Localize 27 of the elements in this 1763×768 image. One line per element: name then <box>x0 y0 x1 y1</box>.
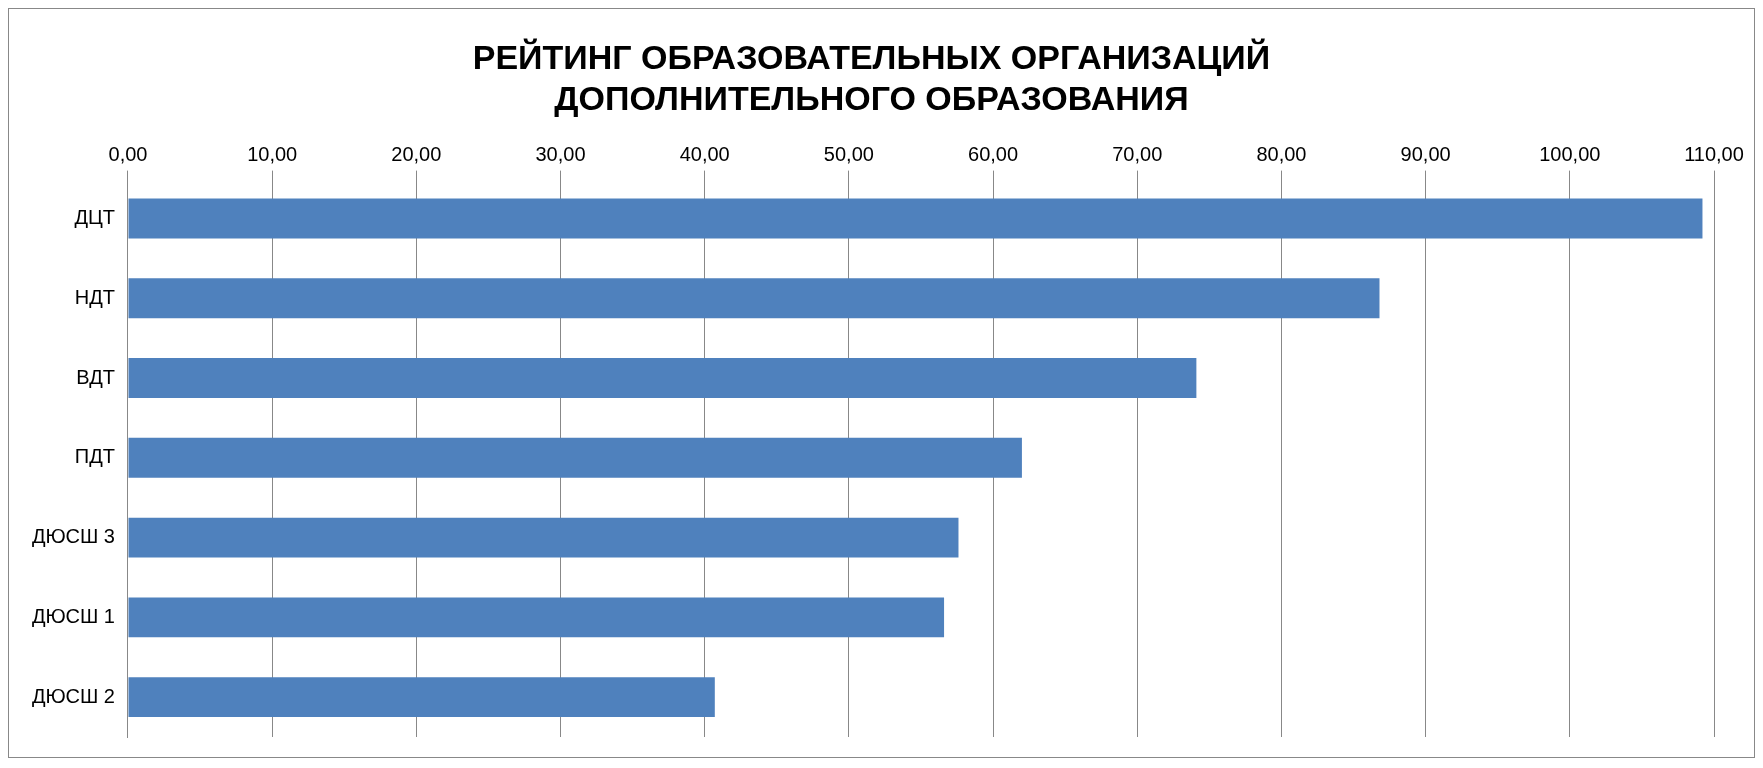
x-tick-label: 0,00 <box>108 143 148 166</box>
bar <box>128 278 1380 319</box>
bar <box>128 677 715 718</box>
x-tick-label: 60,00 <box>968 143 1019 166</box>
x-tick-label: 70,00 <box>1112 143 1163 166</box>
y-tick-label: ДЦТ <box>74 206 115 228</box>
x-tick-label: 40,00 <box>679 143 730 166</box>
x-tick-label: 10,00 <box>247 143 298 166</box>
bar <box>128 597 945 638</box>
y-tick-label: ВДТ <box>76 365 115 388</box>
x-tick-label: 110,00 <box>1684 143 1744 166</box>
x-tick-label: 50,00 <box>823 143 874 166</box>
x-tick-label: 20,00 <box>391 143 442 166</box>
bar <box>128 437 1022 478</box>
x-tick-label: 100,00 <box>1539 143 1601 166</box>
y-tick-label: ДЮСШ 1 <box>31 604 115 627</box>
bar <box>128 358 1197 398</box>
bar <box>128 517 959 558</box>
y-tick-label: ПДТ <box>74 445 115 468</box>
y-tick-label: ДЮСШ 3 <box>31 525 115 548</box>
y-tick-label: НДТ <box>74 285 115 308</box>
x-tick-label: 30,00 <box>535 143 586 166</box>
y-tick-label: ДЮСШ 2 <box>31 684 115 707</box>
x-tick-label: 80,00 <box>1256 143 1307 166</box>
x-tick-label: 90,00 <box>1400 143 1451 166</box>
bar <box>128 198 1703 239</box>
chart-title: РЕЙТИНГ ОБРАЗОВАТЕЛЬНЫХ ОРГАНИЗАЦИЙ ДОПОЛНИТЕЛЬНОГО ОБРАЗОВАНИЯ <box>472 37 1271 117</box>
